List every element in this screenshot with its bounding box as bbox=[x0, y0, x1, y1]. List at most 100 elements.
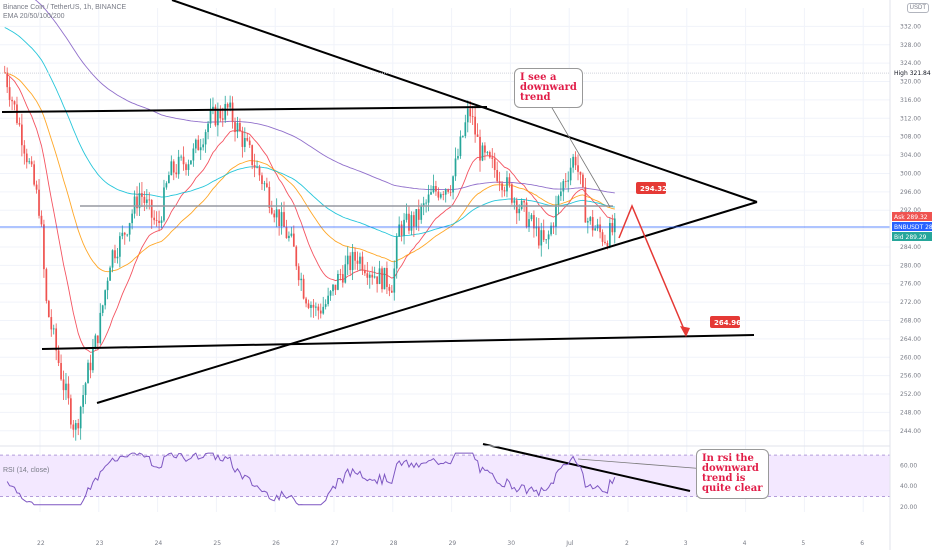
candle bbox=[305, 298, 307, 304]
candle bbox=[114, 250, 116, 259]
y-tick-label: 300.00 bbox=[900, 170, 921, 177]
candle bbox=[133, 196, 136, 214]
candle bbox=[72, 424, 75, 430]
candle bbox=[496, 170, 499, 182]
candle bbox=[596, 224, 599, 229]
note-rsi[interactable]: In rsi the downward trend is quite clear bbox=[696, 449, 769, 499]
candle bbox=[417, 209, 420, 220]
candle bbox=[268, 186, 271, 208]
candle bbox=[420, 205, 423, 220]
candle bbox=[586, 221, 589, 223]
x-tick-label: 4 bbox=[743, 540, 747, 547]
x-tick-label: 5 bbox=[801, 540, 805, 547]
candle bbox=[185, 164, 187, 170]
candle bbox=[89, 362, 92, 371]
candle bbox=[427, 194, 430, 203]
candle bbox=[582, 174, 584, 188]
candle bbox=[221, 118, 224, 120]
candle bbox=[383, 267, 386, 290]
candle bbox=[542, 230, 545, 240]
candle bbox=[493, 158, 496, 171]
candle bbox=[315, 306, 317, 308]
candle bbox=[292, 233, 295, 247]
x-tick-label: Jul bbox=[565, 540, 574, 547]
candle bbox=[513, 200, 516, 203]
trendline-upper bbox=[171, 0, 758, 203]
candle bbox=[153, 217, 156, 221]
candle bbox=[87, 362, 89, 384]
candle bbox=[253, 165, 256, 168]
candle bbox=[74, 423, 77, 430]
candle bbox=[96, 335, 99, 344]
candle bbox=[231, 102, 234, 123]
candle bbox=[192, 148, 195, 161]
candle bbox=[67, 383, 70, 399]
candle bbox=[21, 124, 23, 146]
candle bbox=[486, 152, 489, 153]
candle bbox=[528, 219, 530, 228]
high-label-box bbox=[892, 68, 932, 78]
ema-line bbox=[4, 72, 615, 353]
candle bbox=[290, 233, 293, 236]
rsi-tick-label: 40.00 bbox=[900, 483, 917, 490]
x-tick-label: 27 bbox=[331, 540, 339, 547]
candle bbox=[591, 217, 594, 231]
candle bbox=[194, 139, 197, 149]
candle bbox=[28, 161, 31, 163]
x-tick-label: 26 bbox=[272, 540, 280, 547]
y-tick-label: 312.00 bbox=[900, 115, 921, 122]
rsi-tick-label: 60.00 bbox=[900, 463, 917, 470]
y-tick-label: 252.00 bbox=[900, 391, 921, 398]
candle bbox=[33, 164, 35, 185]
y-tick-label: 248.00 bbox=[900, 409, 921, 416]
candle bbox=[285, 226, 288, 239]
candle bbox=[45, 269, 48, 301]
candle bbox=[447, 189, 450, 192]
candle bbox=[319, 310, 322, 314]
y-tick-label: 296.00 bbox=[900, 189, 921, 196]
candle bbox=[199, 147, 202, 151]
candle bbox=[50, 317, 53, 330]
symbol-price-label-box bbox=[892, 222, 932, 231]
note-top[interactable]: I see a downward trend bbox=[514, 68, 583, 108]
candle bbox=[65, 383, 67, 391]
candle bbox=[138, 193, 141, 209]
candle bbox=[545, 239, 548, 241]
candle bbox=[569, 167, 572, 181]
candle bbox=[322, 306, 325, 314]
rsi-legend[interactable]: RSI (14, close) bbox=[3, 467, 50, 474]
candle bbox=[295, 246, 298, 267]
note-top-line-3: trend bbox=[520, 92, 551, 103]
ema-legend[interactable]: EMA 20/50/100/200 bbox=[3, 13, 65, 20]
x-axis: 22 23 24 25 26 27 28 29 30 Jul 2 3 4 5 6 bbox=[37, 540, 864, 547]
candle bbox=[430, 192, 432, 195]
candle bbox=[560, 191, 562, 197]
candle bbox=[403, 219, 405, 236]
candle bbox=[104, 290, 107, 306]
candle bbox=[43, 224, 45, 270]
y-tick-label: 260.00 bbox=[900, 354, 921, 361]
y-tick-label: 256.00 bbox=[900, 373, 921, 380]
candle bbox=[381, 268, 383, 290]
candle bbox=[30, 161, 33, 165]
candle bbox=[202, 144, 205, 148]
candle bbox=[106, 280, 109, 291]
note-rsi-line-4: quite clear bbox=[702, 483, 763, 494]
candle bbox=[70, 398, 72, 425]
x-tick-label: 23 bbox=[96, 540, 104, 547]
candle bbox=[533, 215, 535, 229]
candle bbox=[256, 166, 258, 168]
candle bbox=[312, 304, 315, 308]
candle bbox=[466, 108, 469, 123]
y-tick-label: 304.00 bbox=[900, 152, 921, 159]
rsi-tick-label: 20.00 bbox=[900, 504, 917, 511]
candle bbox=[611, 222, 614, 233]
candle bbox=[11, 99, 13, 102]
y-tick-label: 272.00 bbox=[900, 299, 921, 306]
x-tick-label: 28 bbox=[390, 540, 398, 547]
candle bbox=[79, 406, 82, 429]
currency-badge[interactable]: USDT bbox=[906, 3, 929, 13]
candle bbox=[518, 208, 521, 214]
candle bbox=[574, 156, 577, 166]
